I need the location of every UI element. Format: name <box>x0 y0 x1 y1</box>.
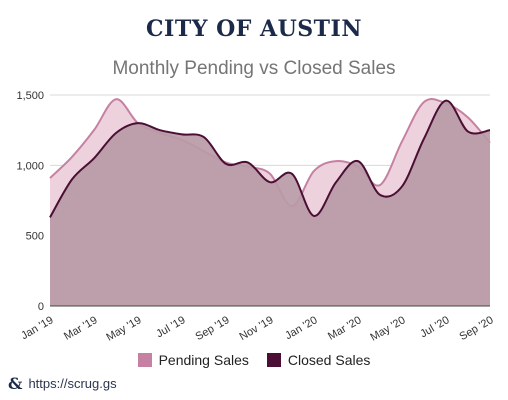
x-tick-label: Sep '19 <box>193 314 231 343</box>
x-tick-label: May '20 <box>368 314 407 343</box>
footer: & https://scrug.gs <box>8 374 117 393</box>
y-tick-label: 1,500 <box>16 90 44 102</box>
ampersand-logo-icon: & <box>8 374 23 393</box>
x-tick-label: Jan '19 <box>19 314 55 342</box>
x-tick-label: Jul '19 <box>154 314 187 340</box>
x-tick-label: Nov '19 <box>237 314 275 343</box>
series-line-closed <box>49 99 491 218</box>
legend-label-closed: Closed Sales <box>287 352 371 368</box>
x-tick-label: Sep '20 <box>457 314 495 343</box>
chart-legend: Pending Sales Closed Sales <box>0 352 508 368</box>
x-tick-label: Jul '20 <box>418 314 451 340</box>
y-tick-label: 1,000 <box>16 160 44 172</box>
x-tick-label: Mar '19 <box>62 314 99 343</box>
chart-subtitle: Monthly Pending vs Closed Sales <box>112 58 396 79</box>
footer-url-link[interactable]: https://scrug.gs <box>28 376 117 391</box>
series-line-pending <box>49 98 491 208</box>
y-tick-label: 500 <box>26 231 44 243</box>
legend-swatch-closed <box>266 353 281 367</box>
legend-item-closed[interactable]: Closed Sales <box>266 352 371 368</box>
x-tick-label: Jan '20 <box>283 314 319 342</box>
series-layer <box>49 98 491 307</box>
series-area-closed <box>50 100 490 306</box>
x-tick-label: May '19 <box>104 314 143 343</box>
y-tick-label: 0 <box>38 301 44 313</box>
legend-item-pending[interactable]: Pending Sales <box>137 352 249 368</box>
chart-title-city: CITY OF AUSTIN <box>146 16 362 42</box>
legend-label-pending: Pending Sales <box>158 352 249 368</box>
legend-swatch-pending <box>137 353 152 367</box>
x-tick-label: Mar '20 <box>326 314 363 343</box>
